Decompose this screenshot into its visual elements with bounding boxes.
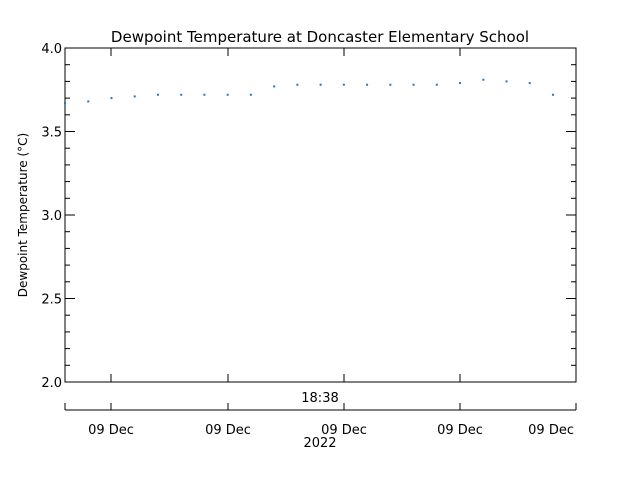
data-points [64,78,554,105]
y-tick-label: 4.0 [41,42,62,57]
data-point [64,102,66,105]
data-point [249,93,252,96]
y-axis-label: Dewpoint Temperature (°C) [16,133,30,297]
data-point [342,83,345,86]
y-tick-label: 3.5 [41,126,62,141]
x-tick-label: 09 Dec [528,423,574,438]
data-point [389,83,392,86]
y-tick-label: 3.0 [41,209,62,224]
y-tick-label: 2.0 [41,376,62,391]
data-point [552,93,554,96]
data-point [319,83,322,86]
data-point [296,83,299,86]
data-point [110,97,113,100]
x-year-label: 2022 [303,436,336,451]
data-point [528,82,531,85]
x-tick-label: 09 Dec [88,423,134,438]
plot-area [64,47,577,383]
data-point [203,93,206,96]
data-point [435,83,438,86]
data-point [226,93,229,96]
x-tick-label: 09 Dec [437,423,483,438]
data-point [366,83,369,86]
data-point [273,85,276,88]
x-tick-label: 09 Dec [321,423,367,438]
data-point [459,82,462,85]
chart-title: Dewpoint Temperature at Doncaster Elemen… [111,28,529,46]
data-point [133,95,136,98]
data-point [87,100,90,103]
data-point [482,78,485,81]
y-tick-label: 2.5 [41,293,62,308]
x-axis: 09 Dec 09 Dec 09 Dec 09 Dec 09 Dec [64,403,577,438]
data-point [156,93,159,96]
data-point [412,83,415,86]
data-point [505,80,508,83]
x-top-time-label: 18:38 [301,391,338,406]
y-axis: 2.0 2.5 3.0 3.5 4.0 [41,42,576,391]
x-tick-label: 09 Dec [205,423,251,438]
data-point [180,93,183,96]
